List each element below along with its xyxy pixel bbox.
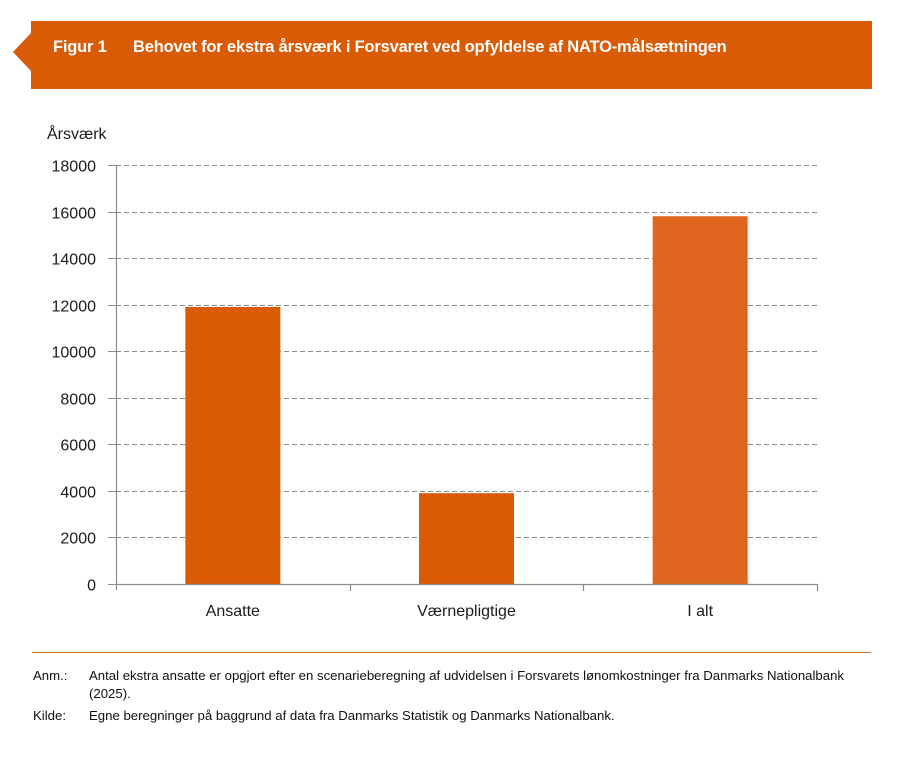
figure-label: Figur 1	[53, 38, 107, 56]
y-tick-label: 4000	[60, 485, 96, 502]
bar-chart: Årsværk 0 2000 4000 6000 8000 10000 12000 14000…	[47, 124, 819, 620]
x-tick-labels: Ansatte Værnepligtige I alt	[206, 603, 714, 620]
bar-ansatte	[185, 306, 281, 584]
figure-banner	[31, 21, 872, 89]
figure-title: Figur 1 Behovet for ekstra årsværk i Fors…	[53, 38, 727, 57]
y-axis-label: Årsværk	[47, 124, 108, 143]
y-tick-labels: 0 2000 4000 6000 8000 10000 12000 14000 16000 180…	[52, 159, 97, 595]
note-label: Anm.:	[33, 668, 68, 683]
y-tick-label: 6000	[60, 438, 96, 455]
y-tick-label: 8000	[60, 392, 96, 409]
banner-arrow	[13, 33, 31, 71]
footer-divider	[32, 652, 871, 653]
x-tick-label: Værnepligtige	[417, 603, 516, 620]
x-tick-label: Ansatte	[206, 603, 260, 620]
bars	[185, 216, 748, 584]
y-tick-label: 18000	[52, 159, 97, 176]
source-label: Kilde:	[33, 708, 66, 723]
y-tick-label: 14000	[52, 252, 97, 269]
bar-i-alt	[652, 216, 748, 584]
note-text: Antal ekstra ansatte er opgjort efter en…	[89, 668, 845, 701]
bar-værnepligtige	[419, 493, 514, 584]
y-tick-label: 2000	[60, 531, 96, 548]
figure-title-text: Behovet for ekstra årsværk i Forsvaret v…	[133, 38, 727, 56]
x-tick-label: I alt	[687, 603, 713, 620]
source-text: Egne beregninger på baggrund af data fra…	[89, 708, 615, 723]
y-tick-label: 10000	[52, 345, 97, 362]
y-tick-label: 0	[87, 578, 96, 595]
y-tick-label: 12000	[52, 299, 97, 316]
axes	[108, 165, 819, 591]
y-tick-label: 16000	[52, 206, 97, 223]
